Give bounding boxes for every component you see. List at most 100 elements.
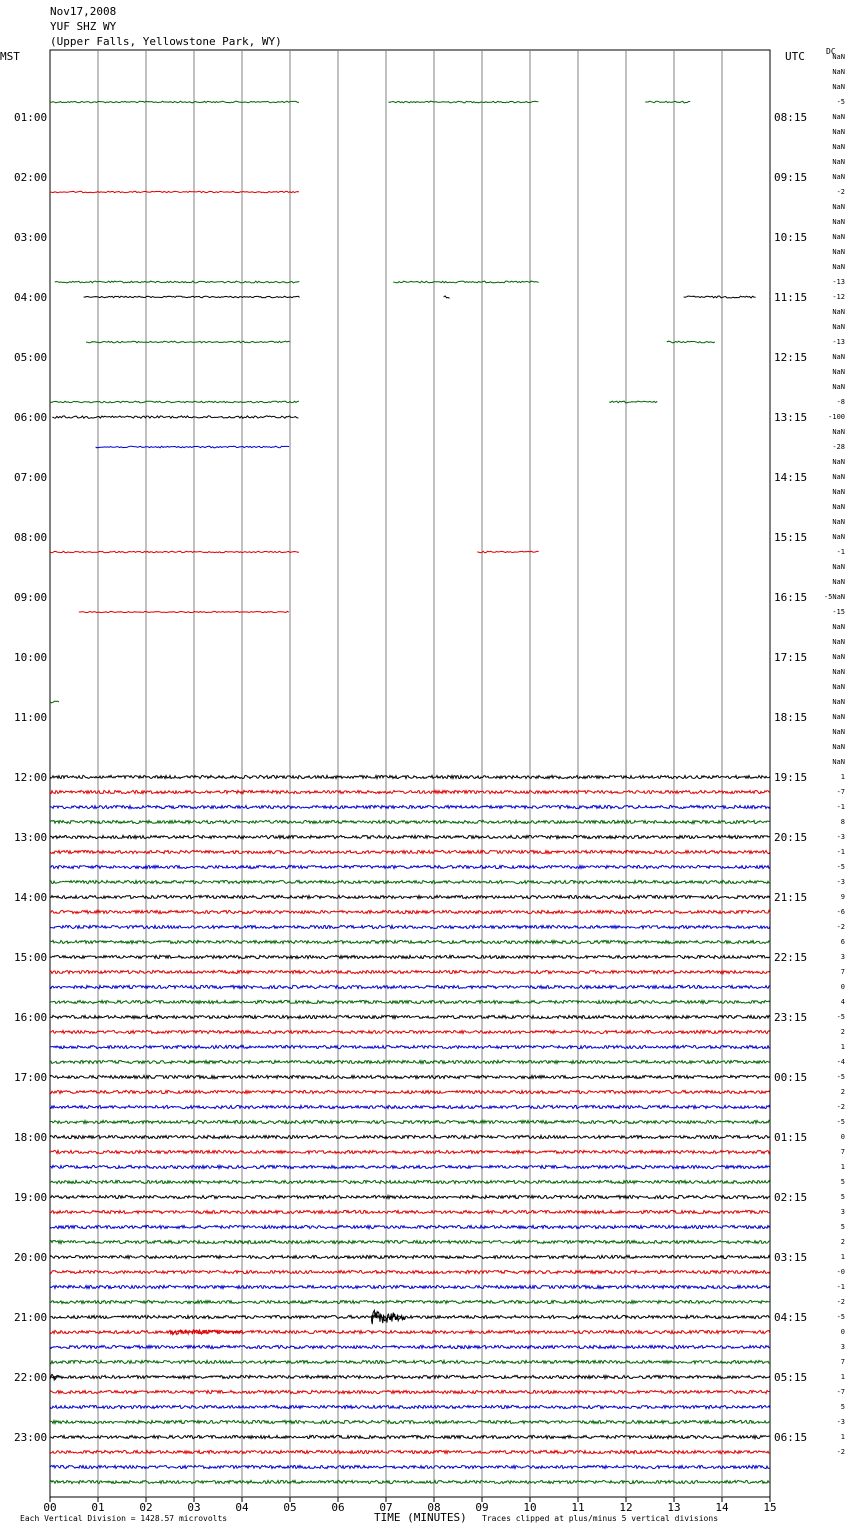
trace-line xyxy=(49,1118,771,1125)
dc-offset-label: NaN xyxy=(832,158,845,166)
x-axis-title: TIME (MINUTES) xyxy=(374,1511,467,1524)
dc-offset-label: -15 xyxy=(832,608,845,616)
trace-line xyxy=(49,1269,771,1275)
right-hour-label: 22:15 xyxy=(774,951,807,964)
x-tick-label: 11 xyxy=(571,1501,584,1514)
left-hour-label: 17:00 xyxy=(14,1071,47,1084)
trace-line xyxy=(49,1313,771,1320)
dc-offset-label: -2 xyxy=(837,1448,845,1456)
dc-offset-label: -4 xyxy=(837,1058,845,1066)
right-hour-label: 08:15 xyxy=(774,111,807,124)
left-hour-label: 09:00 xyxy=(14,591,47,604)
dc-offset-label: -3 xyxy=(837,878,845,886)
trace-segment xyxy=(49,400,300,404)
right-hour-label: 09:15 xyxy=(774,171,807,184)
dc-offset-label: -6 xyxy=(837,908,845,916)
dc-offset-label: NaN xyxy=(832,758,845,766)
seismic-event xyxy=(169,1328,242,1336)
right-hour-label: 18:15 xyxy=(774,711,807,724)
dc-offset-label: 5 xyxy=(841,1223,845,1231)
trace-line xyxy=(49,1358,771,1366)
dc-offset-label: -2 xyxy=(837,1298,845,1306)
trace-line xyxy=(49,1328,771,1336)
dc-offset-label: 2 xyxy=(841,1088,845,1096)
trace-line xyxy=(49,1193,771,1201)
trace-line xyxy=(49,1163,771,1171)
trace-line xyxy=(49,968,771,976)
dc-offset-label: 1 xyxy=(841,1433,845,1441)
dc-offset-label: 7 xyxy=(841,968,845,976)
trace-line xyxy=(49,789,771,795)
trace-line xyxy=(49,984,771,990)
right-hour-label: 20:15 xyxy=(774,831,807,844)
x-tick-label: 03 xyxy=(187,1501,200,1514)
dc-offset-label: NaN xyxy=(832,653,845,661)
right-hour-label: 10:15 xyxy=(774,231,807,244)
dc-offset-label: -1 xyxy=(837,803,845,811)
trace-line xyxy=(49,1464,771,1471)
dc-offset-label: 9 xyxy=(841,893,845,901)
dc-offset-label: NaN xyxy=(832,128,845,136)
dc-offset-label: -8 xyxy=(837,398,845,406)
left-hour-label: 18:00 xyxy=(14,1131,47,1144)
trace-segment xyxy=(83,295,300,299)
trace-line xyxy=(49,1418,771,1426)
x-tick-label: 00 xyxy=(43,1501,56,1514)
dc-offset-label: 1 xyxy=(841,1253,845,1261)
trace-segment xyxy=(49,700,60,704)
trace-line xyxy=(49,1239,771,1246)
dc-offset-label: NaN xyxy=(832,728,845,736)
trace-line xyxy=(49,923,771,931)
trace-segment xyxy=(609,400,658,404)
dc-offset-label: NaN xyxy=(832,518,845,526)
dc-offset-label: NaN xyxy=(832,383,845,391)
dc-offset-label: NaN xyxy=(832,68,845,76)
dc-offset-label: -2 xyxy=(837,188,845,196)
dc-offset-label: NaN xyxy=(832,143,845,151)
plot-frame xyxy=(49,49,771,1498)
dc-offset-label: -28 xyxy=(832,443,845,451)
left-hour-label: 06:00 xyxy=(14,411,47,424)
x-tick-label: 10 xyxy=(523,1501,536,1514)
dc-offset-label: NaN xyxy=(832,248,845,256)
dc-offset-label: 2 xyxy=(841,1028,845,1036)
trace-line xyxy=(49,1073,771,1080)
trace-line xyxy=(49,804,771,811)
dc-offset-label: 4 xyxy=(841,998,845,1006)
dc-offset-label: NaN xyxy=(832,623,845,631)
trace-line xyxy=(49,999,771,1006)
x-tick-label: 07 xyxy=(379,1501,392,1514)
left-hour-label: 05:00 xyxy=(14,351,47,364)
trace-line xyxy=(49,1223,771,1231)
x-tick-label: 14 xyxy=(715,1501,729,1514)
dc-offset-label: -13 xyxy=(832,278,845,286)
dc-offset-label: NaN xyxy=(832,563,845,571)
right-hour-label: 14:15 xyxy=(774,471,807,484)
trace-line xyxy=(49,1103,771,1111)
trace-line xyxy=(49,878,771,885)
dc-offset-label: 1 xyxy=(841,1373,845,1381)
dc-offset-label: NaN xyxy=(832,488,845,496)
trace-segment xyxy=(52,415,299,420)
x-tick-label: 06 xyxy=(331,1501,344,1514)
right-hour-label: 12:15 xyxy=(774,351,807,364)
dc-offset-label: -5 xyxy=(837,1073,845,1081)
dc-offset-label: -1 xyxy=(837,548,845,556)
trace-line xyxy=(49,1448,771,1456)
dc-offset-label: NaN xyxy=(832,83,845,91)
x-tick-label: 01 xyxy=(91,1501,104,1514)
trace-line xyxy=(49,1479,771,1485)
left-hour-label: 23:00 xyxy=(14,1431,47,1444)
left-timezone-label: MST xyxy=(0,50,20,63)
trace-line xyxy=(49,1254,771,1261)
trace-segment xyxy=(683,295,756,299)
trace-segment xyxy=(477,550,539,554)
vertical-division-note: Each Vertical Division = 1428.57 microvo… xyxy=(20,1514,228,1523)
dc-offset-label: -1 xyxy=(837,848,845,856)
x-tick-label: 04 xyxy=(235,1501,249,1514)
dc-offset-label: NaN xyxy=(832,458,845,466)
left-hour-label: 08:00 xyxy=(14,531,47,544)
dc-offset-label: 0 xyxy=(841,1133,845,1141)
dc-offset-label: NaN xyxy=(832,323,845,331)
trace-segment xyxy=(49,550,300,554)
